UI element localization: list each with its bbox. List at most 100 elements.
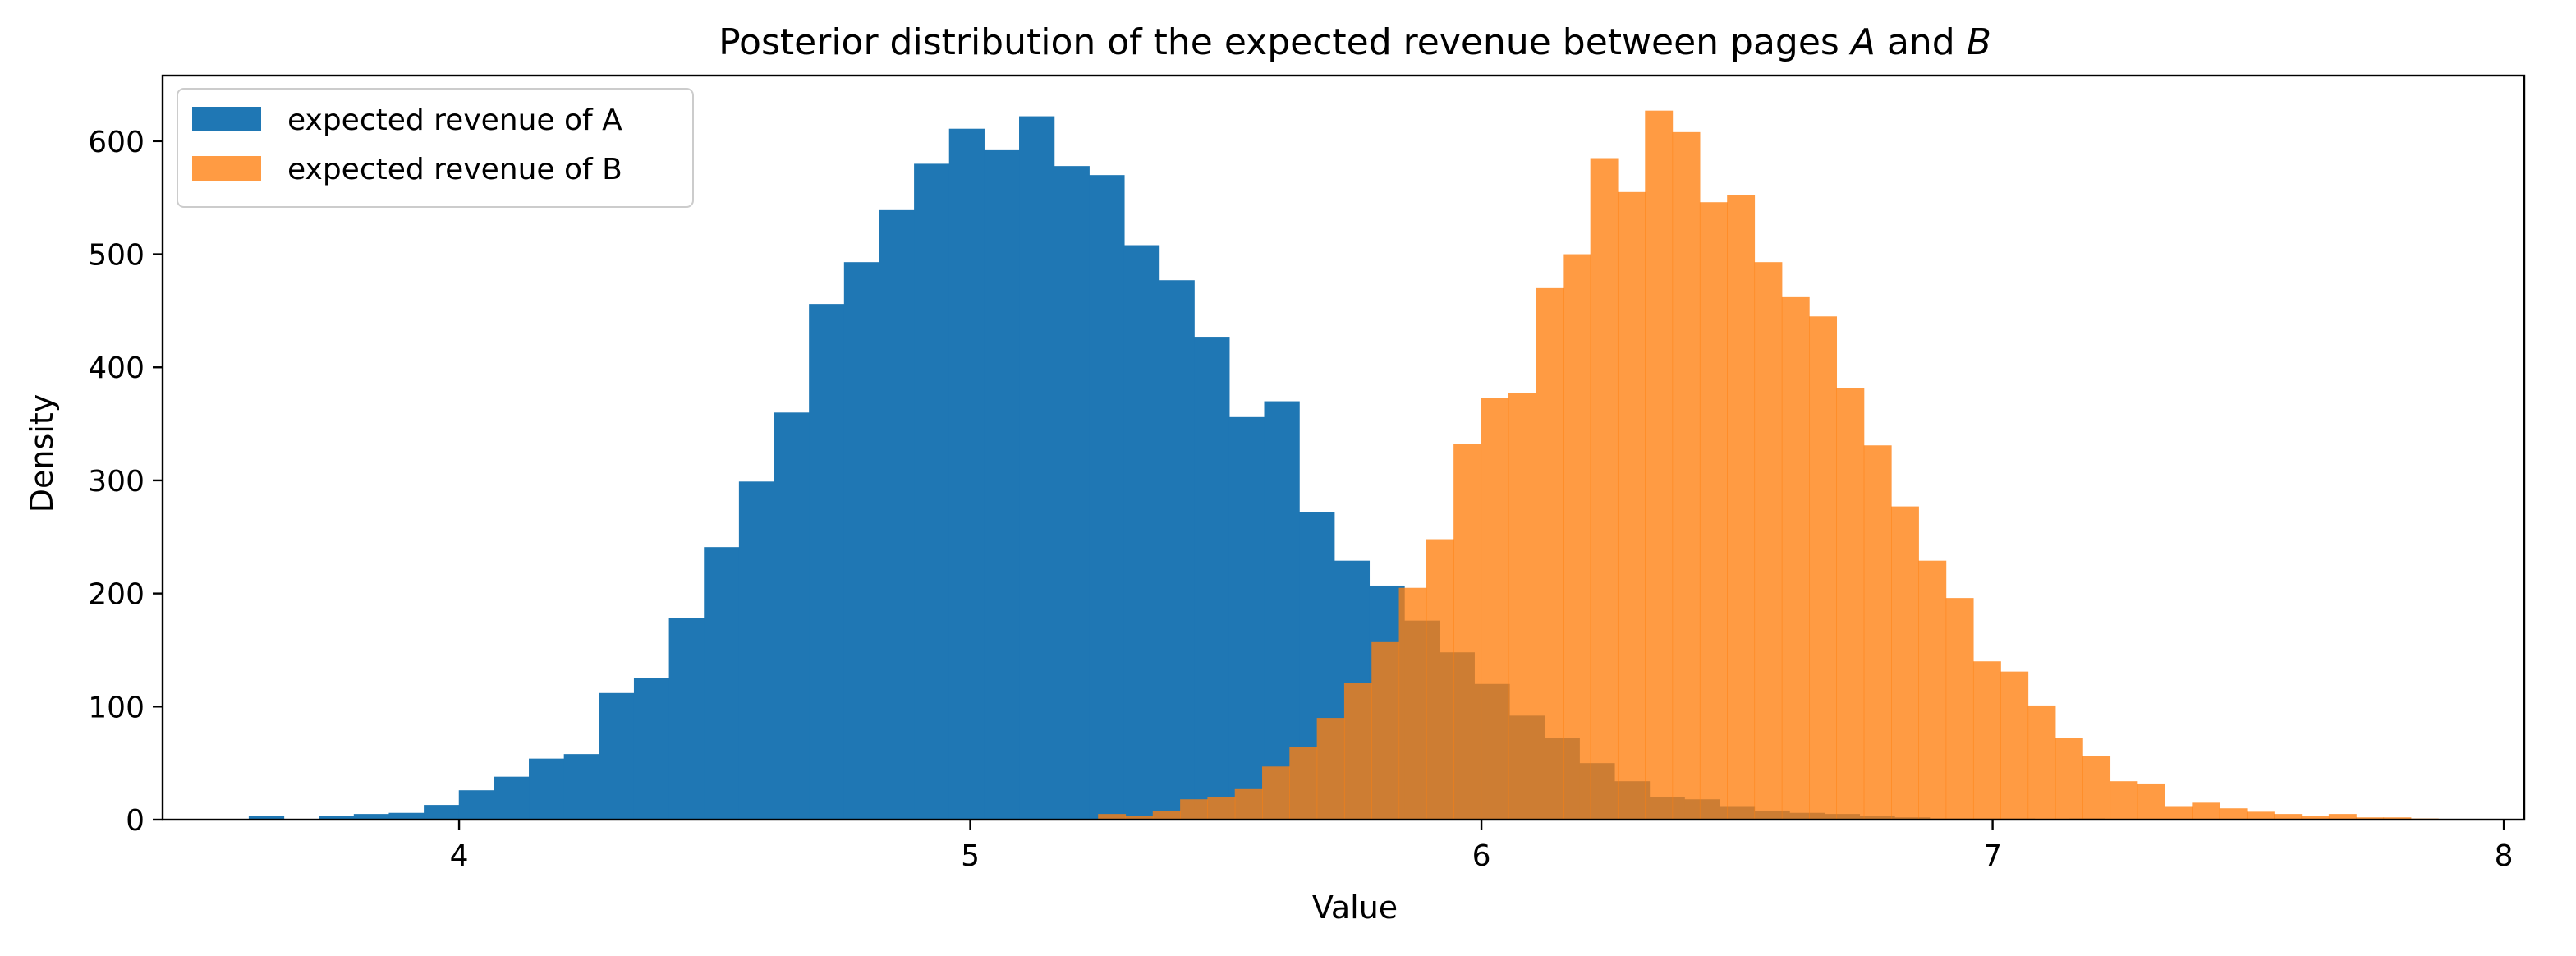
x-tick-label: 7 [1983,839,2002,873]
histogram-bar-b [1891,506,1919,820]
histogram-bar-b [1754,262,1783,820]
y-tick-label: 300 [88,465,145,499]
y-tick-label: 400 [88,352,145,385]
histogram-bar-b [1125,816,1154,820]
histogram-bar-a [248,816,285,820]
histogram-bar-b [1262,766,1290,820]
x-tick-label: 8 [2495,839,2514,873]
histogram-bar-b [1289,747,1318,820]
y-tick-label: 0 [126,804,145,838]
plot-frame [161,74,2526,821]
histogram-bar-a [529,758,565,820]
histogram-bar-b [2219,808,2248,820]
y-tick-label: 500 [88,239,145,273]
histogram-bar-b [1699,202,1728,820]
histogram-bar-a [1019,116,1055,820]
axes: 4 5 6 7 8 0 100 200 300 400 500 600 [88,74,2526,873]
histogram-bar-a [494,776,530,820]
histogram-bar-b [2165,806,2193,820]
histogram-bar-b [1563,254,1591,820]
histogram-bar-b [2000,671,2029,820]
histogram-bar-b [1672,131,1701,820]
legend: expected revenue of A expected revenue of… [177,88,694,208]
histogram-bar-b [1316,718,1345,820]
x-axis-label: Value [1312,889,1398,926]
histogram-bar-b [2328,814,2357,820]
chart-title-var-b: B [1967,21,1991,63]
histogram-bar-b [1453,444,1482,820]
histogram-bar-b [2137,783,2165,820]
series-b-bars [1098,110,2439,820]
histogram-bar-b [2192,802,2220,820]
chart-title: Posterior distribution of the expected r… [719,21,1991,63]
histogram-bar-a [704,547,740,820]
histogram-bar-b [1836,388,1865,820]
histogram-bar-b [1152,810,1181,820]
histogram-bar-b [1481,398,1509,820]
histogram-bar-b [1398,587,1427,820]
histogram-bar-a [1159,280,1195,820]
histogram-bar-b [1645,110,1674,820]
histogram-bar-a [458,790,494,820]
histogram-bar-a [738,481,775,820]
x-tick-label: 5 [961,839,980,873]
histogram-bar-a [948,128,985,820]
y-tick-label: 100 [88,691,145,724]
histogram-bar-b [2027,705,2056,820]
legend-label-a: expected revenue of A [287,103,622,137]
histogram-bar-b [2301,816,2330,820]
histogram-bar-b [1617,191,1646,820]
histogram-bar-b [1180,799,1209,820]
legend-swatch-b [192,156,261,181]
chart-title-var-a: A [1848,21,1876,63]
histogram-bar-a [809,304,845,820]
histogram-bar-a [633,678,670,820]
histogram-bar-b [1972,661,2001,820]
histogram-bar-a [319,816,355,820]
histogram-bar-a [843,262,880,820]
histogram-bar-b [1945,598,1974,820]
x-tick-label: 4 [450,839,469,873]
histogram-bar-a [1054,166,1090,820]
histogram-bar-b [2082,756,2111,820]
legend-box [177,88,694,208]
y-axis-label: Density [24,394,60,512]
histogram-bar-a [388,812,425,820]
histogram-bar-a [1228,416,1265,820]
x-tick-label: 6 [1472,839,1491,873]
histogram-bar-b [1590,158,1619,820]
y-tick-label: 200 [88,578,145,612]
histogram-bar-a [1123,245,1160,820]
histogram-bar-b [1727,195,1756,820]
histogram-bar-a [1194,337,1230,820]
histogram-bar-b [1426,539,1454,820]
histogram-bar-b [1809,316,1838,820]
chart-title-right-prefix: between pages [1563,21,1851,63]
histogram-bar-b [1508,393,1536,820]
chart-title-and: and [1887,21,1967,63]
histogram-bar-b [2383,817,2412,820]
histogram-bar-a [1089,175,1125,820]
y-tick-label: 600 [88,126,145,159]
histogram-bar-b [2274,814,2303,820]
histogram-bar-b [1343,683,1372,820]
histogram-bar-b [1234,788,1263,820]
histogram-bar-a [984,149,1020,820]
histogram-bar-b [2356,817,2385,820]
histogram-bar-a [879,209,915,820]
histogram-bar-b [1918,560,1947,820]
histogram-bar-a [774,412,810,820]
chart-title-left: Posterior distribution of the expected r… [719,21,1551,63]
legend-swatch-a [192,107,261,131]
histogram-bar-b [2110,781,2138,820]
histogram-bar-a [599,692,635,820]
histogram-bar-a [914,163,950,820]
histogram-bar-a [668,618,705,820]
histogram-bar-a [353,814,390,820]
histogram-bar-b [1863,445,1892,820]
histogram-bar-b [2055,738,2083,820]
histogram-bar-b [1536,287,1564,820]
histogram-bar-a [563,754,599,820]
